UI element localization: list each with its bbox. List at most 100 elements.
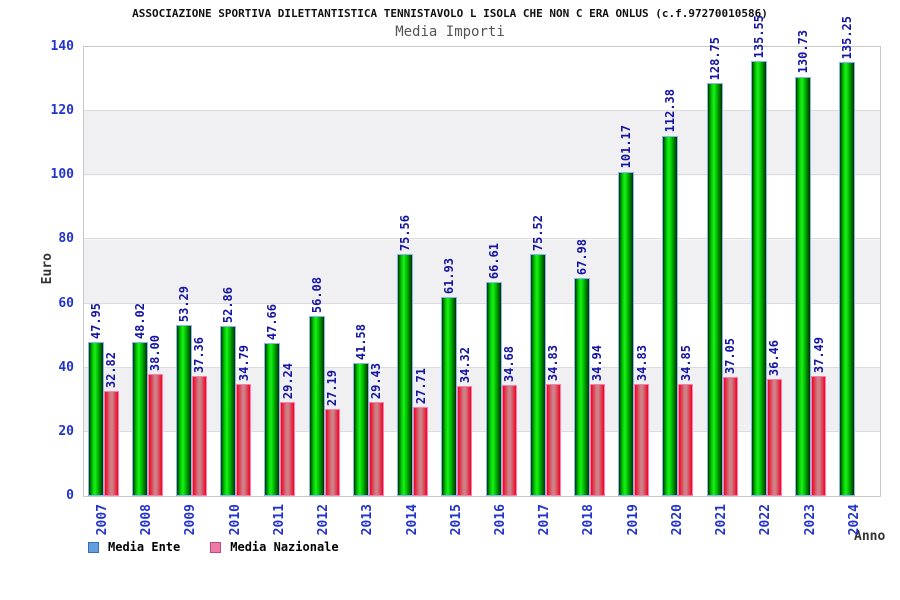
bar-media-ente-2007 [87, 342, 104, 496]
legend: Media Ente Media Nazionale [88, 540, 369, 554]
y-tick-80: 80 [58, 231, 74, 247]
bar-media-nazionale-2021 [722, 377, 738, 496]
gridline-20 [84, 430, 880, 432]
bar-value-label: 75.56 [398, 214, 413, 251]
gridline-60 [84, 302, 880, 304]
x-tick-2020: 2020 [669, 504, 685, 536]
gridline-120 [84, 110, 880, 112]
bar-media-ente-2016 [485, 282, 502, 496]
bar-media-nazionale-2008 [147, 374, 163, 496]
bar-media-nazionale-2010 [236, 384, 252, 496]
y-tick-20: 20 [58, 423, 74, 439]
bar-media-ente-2011 [264, 343, 281, 496]
bar-value-label: 112.38 [663, 89, 678, 133]
x-tick-2018: 2018 [581, 504, 597, 536]
y-tick-60: 60 [58, 295, 74, 311]
x-tick-2010: 2010 [227, 504, 243, 536]
bar-value-label: 27.71 [413, 368, 428, 405]
bar-media-ente-2014 [397, 253, 414, 496]
bar-media-nazionale-2019 [634, 384, 650, 496]
bar-value-label: 56.08 [309, 277, 324, 314]
bar-value-label: 37.36 [192, 337, 207, 374]
chart-title: ASSOCIAZIONE SPORTIVA DILETTANTISTICA TE… [132, 7, 768, 20]
bar-value-label: 53.29 [176, 285, 191, 323]
x-tick-2021: 2021 [714, 504, 730, 536]
bar-value-label: 29.43 [369, 362, 384, 399]
x-tick-2009: 2009 [183, 504, 199, 536]
plot-area: 47.95 48.02 53.29 52.86 47.66 56.08 41.58 75.56… [83, 15, 881, 497]
bar-media-ente-2023 [795, 76, 812, 496]
bar-value-label: 47.66 [265, 304, 280, 341]
x-axis-title: Anno [854, 529, 886, 544]
x-tick-2013: 2013 [360, 504, 376, 536]
bar-value-label: 34.32 [457, 346, 472, 383]
bar-media-ente-2018 [573, 277, 590, 496]
bar-media-nazionale-2014 [413, 407, 429, 496]
bar-value-label: 37.49 [811, 336, 826, 373]
x-tick-2023: 2023 [802, 504, 818, 536]
x-tick-2015: 2015 [448, 504, 464, 536]
bar-value-label: 135.55 [751, 14, 766, 59]
bar-media-ente-2020 [662, 135, 679, 496]
bar-value-label: 34.83 [634, 345, 649, 382]
bar-value-label: 34.68 [502, 345, 516, 382]
y-tick-100: 100 [50, 167, 74, 183]
bar-media-nazionale-2020 [678, 384, 694, 496]
bar-media-ente-2022 [750, 61, 767, 496]
x-tick-2019: 2019 [625, 504, 641, 536]
bar-value-label: 27.19 [325, 369, 340, 406]
media-nazionale-swatch-icon [210, 541, 222, 553]
x-tick-2008: 2008 [139, 504, 155, 536]
bar-value-label: 101.17 [619, 125, 634, 169]
bar-value-label: 36.46 [767, 339, 782, 377]
bar-media-nazionale-2017 [545, 384, 561, 496]
bar-value-label: 61.93 [442, 258, 457, 295]
bar-value-label: 52.86 [221, 287, 236, 324]
bar-value-label: 75.52 [530, 214, 545, 251]
bar-media-nazionale-2016 [501, 384, 517, 496]
bar-media-ente-2010 [220, 326, 237, 496]
bar-media-ente-2009 [175, 325, 192, 496]
bar-media-ente-2015 [441, 297, 458, 496]
y-axis-title: Euro [40, 253, 55, 285]
bar-media-nazionale-2013 [368, 401, 384, 496]
legend-item-media-ente: Media Ente [88, 540, 180, 554]
chart-subtitle: Media Importi [395, 24, 505, 40]
bar-value-label: 34.83 [546, 345, 561, 382]
x-tick-2011: 2011 [271, 504, 287, 536]
bar-media-ente-2017 [529, 253, 546, 496]
bar-value-label: 48.02 [132, 302, 147, 339]
bar-media-nazionale-2011 [280, 402, 296, 496]
bar-value-label: 135.25 [840, 15, 855, 60]
bar-value-label: 32.82 [104, 351, 118, 388]
bar-media-nazionale-2022 [766, 379, 782, 496]
y-tick-40: 40 [58, 359, 74, 375]
bar-media-ente-2012 [308, 316, 325, 496]
x-tick-2007: 2007 [95, 504, 110, 536]
media-ente-swatch-icon [88, 541, 99, 553]
bar-value-label: 38.00 [148, 335, 163, 372]
bar-media-ente-2024 [839, 62, 856, 496]
bar-media-nazionale-2009 [191, 376, 207, 496]
bar-media-nazionale-2023 [811, 375, 827, 496]
y-tick-140: 140 [50, 39, 74, 54]
bar-value-label: 67.98 [574, 238, 589, 275]
bar-media-ente-2013 [352, 362, 369, 496]
gridline-80 [84, 238, 880, 240]
bar-value-label: 47.95 [88, 303, 103, 340]
bar-value-label: 130.73 [796, 30, 811, 74]
x-tick-2016: 2016 [493, 504, 508, 536]
bar-value-label: 41.58 [353, 323, 368, 360]
x-tick-2022: 2022 [758, 504, 774, 536]
bar-media-nazionale-2018 [589, 383, 605, 496]
gridline-100 [84, 174, 880, 176]
legend-label-media-ente: Media Ente [108, 540, 181, 554]
bar-value-label: 37.05 [723, 338, 738, 375]
bar-value-label: 34.85 [678, 345, 693, 382]
bar-media-ente-2021 [706, 83, 723, 496]
y-tick-0: 0 [66, 488, 74, 503]
bar-value-label: 34.94 [590, 344, 605, 381]
x-tick-2024: 2024 [846, 504, 862, 536]
bar-media-nazionale-2007 [103, 390, 119, 496]
gridline-40 [84, 366, 880, 368]
